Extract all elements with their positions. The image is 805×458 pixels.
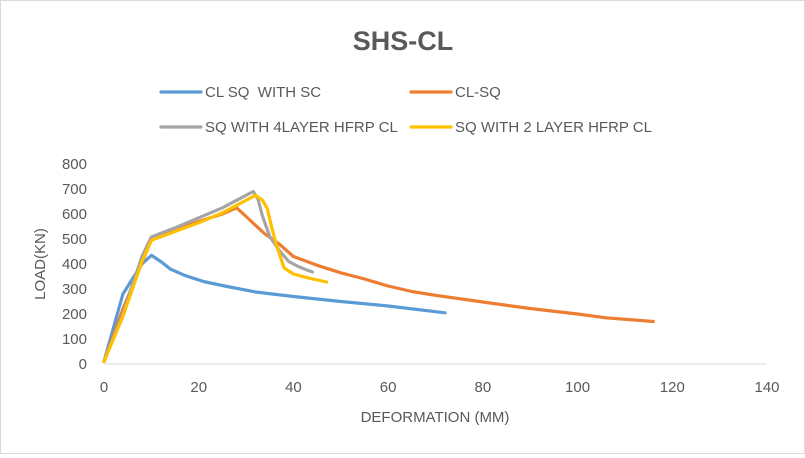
y-tick-label: 300 bbox=[62, 281, 87, 298]
series-line-2 bbox=[102, 206, 655, 364]
y-tick-label: 400 bbox=[62, 256, 87, 273]
x-tick-label: 100 bbox=[565, 379, 590, 396]
x-tick-label: 80 bbox=[475, 379, 492, 396]
y-tick-label: 200 bbox=[62, 306, 87, 323]
x-tick-label: 140 bbox=[754, 379, 779, 396]
x-tick-label: 0 bbox=[100, 379, 108, 396]
series-lines bbox=[102, 189, 655, 364]
x-tick-label: 40 bbox=[285, 379, 302, 396]
legend-label: CL-SQ bbox=[455, 84, 501, 101]
y-tick-label: 0 bbox=[79, 356, 87, 373]
y-tick-label: 700 bbox=[62, 181, 87, 198]
legend-label: SQ WITH 2 LAYER HFRP CL bbox=[455, 119, 652, 136]
chart-title: SHS-CL bbox=[353, 26, 454, 56]
y-tick-label: 100 bbox=[62, 331, 87, 348]
y-axis-label: LOAD(KN) bbox=[32, 228, 49, 300]
x-tick-label: 20 bbox=[190, 379, 207, 396]
series-line-4 bbox=[102, 193, 329, 364]
y-tick-label: 600 bbox=[62, 206, 87, 223]
x-axis-ticks: 0 20 40 60 80 100 120 140 bbox=[100, 379, 780, 396]
x-tick-label: 120 bbox=[660, 379, 685, 396]
series-line-1 bbox=[102, 253, 447, 364]
y-tick-label: 800 bbox=[62, 156, 87, 173]
x-axis-label: DEFORMATION (MM) bbox=[361, 409, 510, 426]
legend: CL SQ WITH SC CL-SQ SQ WITH 4LAYER HFRP CL… bbox=[159, 84, 652, 136]
y-axis-ticks: 0 100 200 300 400 500 600 700 800 bbox=[62, 156, 87, 373]
legend-label: CL SQ WITH SC bbox=[205, 84, 321, 101]
y-tick-label: 500 bbox=[62, 231, 87, 248]
x-tick-label: 60 bbox=[380, 379, 397, 396]
legend-label: SQ WITH 4LAYER HFRP CL bbox=[205, 119, 398, 136]
